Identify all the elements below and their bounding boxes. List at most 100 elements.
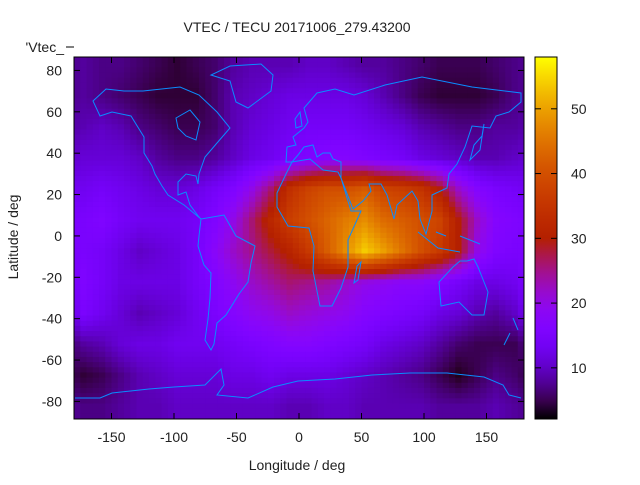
heatmap-cell (436, 372, 444, 379)
heatmap-cell (392, 124, 400, 130)
heatmap-cell (236, 98, 244, 105)
heatmap-cell (124, 155, 131, 162)
heatmap-cell (267, 325, 275, 332)
heatmap-cell (492, 72, 500, 79)
heatmap-cell (349, 206, 356, 213)
heatmap-cell (136, 77, 144, 84)
heatmap-cell (411, 103, 419, 110)
heatmap-cell (236, 387, 244, 394)
heatmap-cell (117, 155, 125, 162)
heatmap-cell (136, 393, 144, 399)
heatmap-cell (224, 98, 231, 105)
heatmap-cell (411, 119, 419, 125)
heatmap-cell (192, 289, 200, 296)
heatmap-cell (167, 93, 175, 99)
heatmap-cell (267, 134, 275, 141)
heatmap-cell (149, 82, 156, 89)
heatmap-cell (167, 263, 175, 270)
heatmap-cell (236, 408, 244, 415)
heatmap-cell (336, 387, 344, 394)
heatmap-cell (424, 346, 431, 353)
heatmap-cell (192, 88, 200, 94)
heatmap-cell (492, 238, 500, 244)
heatmap-cell (380, 356, 388, 363)
heatmap-cell (449, 305, 456, 311)
heatmap-cell (111, 238, 119, 244)
heatmap-cell (249, 387, 256, 394)
heatmap-cell (392, 263, 400, 270)
heatmap-cell (105, 212, 113, 218)
heatmap-cell (430, 57, 438, 63)
heatmap-cell (249, 150, 256, 156)
heatmap-cell (399, 88, 406, 94)
heatmap-cell (317, 351, 325, 358)
heatmap-cell (205, 413, 213, 419)
heatmap-cell (492, 300, 500, 306)
heatmap-cell (86, 336, 94, 343)
heatmap-cell (399, 300, 406, 306)
heatmap-cell (380, 206, 388, 213)
heatmap-cell (249, 108, 256, 115)
heatmap-cell (292, 191, 300, 198)
heatmap-cell (236, 82, 244, 89)
heatmap-cell (405, 77, 413, 84)
heatmap-cell (280, 274, 288, 280)
heatmap-cell (405, 248, 413, 255)
heatmap-cell (330, 67, 338, 74)
heatmap-cell (236, 232, 244, 239)
heatmap-cell (467, 248, 475, 255)
heatmap-cell (80, 372, 88, 379)
heatmap-cell (349, 398, 356, 405)
heatmap-cell (130, 103, 138, 110)
heatmap-cell (111, 124, 119, 130)
heatmap-cell (192, 175, 200, 182)
heatmap-cell (99, 134, 106, 141)
heatmap-cell (230, 356, 238, 363)
heatmap-cell (211, 263, 219, 270)
heatmap-cell (280, 279, 288, 286)
heatmap-cell (367, 103, 375, 110)
heatmap-cell (311, 57, 319, 63)
heatmap-cell (349, 248, 356, 255)
heatmap-cell (280, 57, 288, 63)
heatmap-cell (417, 160, 425, 167)
heatmap-cell (480, 300, 488, 306)
heatmap-cell (174, 346, 181, 353)
heatmap-cell (449, 124, 456, 130)
heatmap-cell (499, 57, 506, 63)
heatmap-cell (455, 57, 463, 63)
heatmap-cell (136, 108, 144, 115)
heatmap-cell (167, 160, 175, 167)
heatmap-cell (361, 72, 369, 79)
heatmap-cell (174, 98, 181, 105)
heatmap-cell (161, 387, 169, 394)
heatmap-cell (230, 382, 238, 389)
heatmap-cell (192, 67, 200, 74)
heatmap-cell (317, 232, 325, 239)
heatmap-cell (317, 336, 325, 343)
heatmap-cell (261, 331, 269, 337)
heatmap-cell (517, 393, 524, 399)
heatmap-cell (342, 331, 350, 337)
heatmap-cell (174, 351, 181, 358)
heatmap-cell (399, 139, 406, 146)
heatmap-cell (155, 119, 163, 125)
heatmap-cell (149, 320, 156, 327)
heatmap-cell (467, 206, 475, 213)
heatmap-cell (355, 398, 363, 405)
heatmap-cell (517, 129, 524, 136)
heatmap-cell (199, 377, 206, 384)
heatmap-cell (199, 72, 206, 79)
heatmap-cell (105, 160, 113, 167)
heatmap-cell (517, 248, 524, 255)
heatmap-cell (367, 269, 375, 275)
heatmap-cell (224, 315, 231, 322)
heatmap-cell (105, 351, 113, 358)
heatmap-cell (124, 269, 131, 275)
heatmap-cell (480, 238, 488, 244)
heatmap-cell (111, 129, 119, 136)
heatmap-cell (386, 186, 394, 193)
heatmap-cell (217, 336, 225, 343)
heatmap-cell (486, 67, 494, 74)
heatmap-cell (424, 191, 431, 198)
